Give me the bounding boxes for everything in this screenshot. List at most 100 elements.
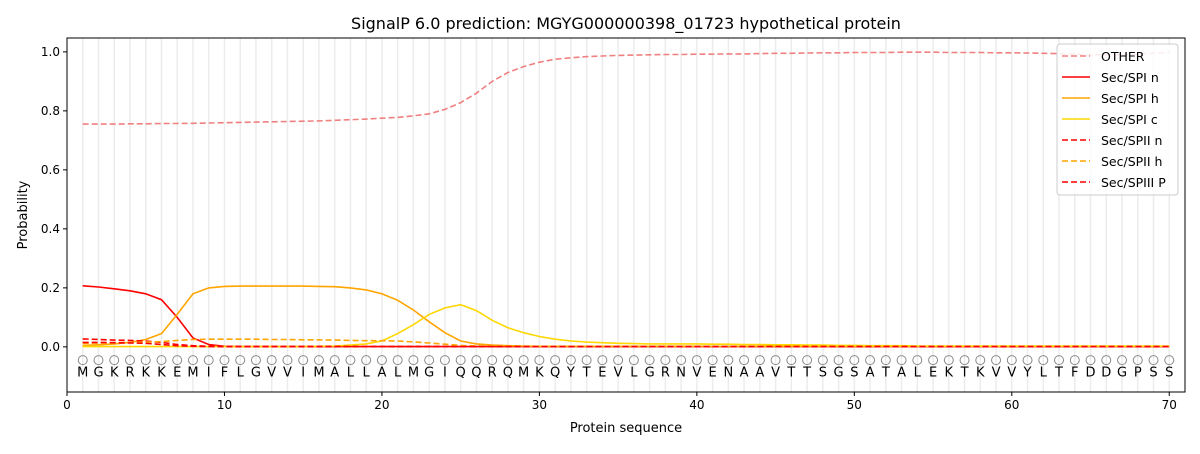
- series-line-sec-spi-n: [82, 285, 1170, 348]
- residue-label: A: [897, 365, 906, 380]
- residue-label: L: [347, 365, 355, 380]
- residue-label: F: [1071, 365, 1078, 380]
- region-marker: [518, 355, 529, 366]
- x-tick-label: 70: [1162, 398, 1177, 412]
- region-marker: [77, 355, 88, 366]
- residue-label: S: [850, 365, 858, 380]
- x-tick-label: 20: [374, 398, 389, 412]
- residue-label: M: [187, 365, 198, 380]
- region-marker: [487, 355, 498, 366]
- y-tick-label: 1.0: [41, 45, 60, 59]
- residue-label: F: [221, 365, 228, 380]
- region-marker: [912, 355, 923, 366]
- region-marker: [565, 355, 576, 366]
- residue-label: S: [1149, 365, 1157, 380]
- residue-label: T: [1054, 365, 1063, 380]
- region-marker: [203, 355, 214, 366]
- region-marker: [1054, 355, 1065, 366]
- region-marker: [676, 355, 687, 366]
- legend-label: Sec/SPII h: [1101, 154, 1162, 169]
- region-marker: [723, 355, 734, 366]
- region-marker: [550, 355, 561, 366]
- region-marker: [896, 355, 907, 366]
- region-marker: [1164, 355, 1175, 366]
- region-marker: [282, 355, 293, 366]
- residue-label: N: [723, 365, 733, 380]
- residue-label: L: [630, 365, 638, 380]
- residue-label: L: [914, 365, 922, 380]
- residue-label: A: [755, 365, 764, 380]
- residue-label: V: [692, 365, 701, 380]
- residue-label: E: [929, 365, 937, 380]
- residue-label: D: [1101, 365, 1111, 380]
- residue-label: T: [786, 365, 795, 380]
- series-line-sec-spi-c: [82, 303, 1170, 348]
- region-marker: [156, 355, 167, 366]
- region-marker: [455, 355, 466, 366]
- y-axis-label: Probability: [16, 180, 31, 249]
- residue-label: K: [141, 365, 150, 380]
- residue-label: T: [802, 365, 811, 380]
- residue-label: K: [976, 365, 985, 380]
- residue-label: Q: [471, 365, 481, 380]
- region-marker: [943, 355, 954, 366]
- region-marker: [581, 355, 592, 366]
- residue-label: I: [207, 365, 211, 380]
- region-marker: [739, 355, 750, 366]
- residue-label: K: [110, 365, 119, 380]
- series-line-other: [82, 51, 1170, 125]
- region-marker: [1117, 355, 1128, 366]
- region-marker: [172, 355, 183, 366]
- region-marker: [439, 355, 450, 366]
- region-marker: [644, 355, 655, 366]
- legend-label: Sec/SPI h: [1101, 91, 1159, 106]
- x-tick-label: 60: [1004, 398, 1019, 412]
- y-tick-label: 0.2: [41, 281, 60, 295]
- residue-label: L: [363, 365, 371, 380]
- legend-label: Sec/SPIII P: [1101, 175, 1166, 190]
- region-marker: [959, 355, 970, 366]
- region-marker: [1022, 355, 1033, 366]
- region-marker: [124, 355, 135, 366]
- region-marker: [109, 355, 120, 366]
- residue-label: T: [582, 365, 591, 380]
- region-marker: [991, 355, 1002, 366]
- residue-label: P: [1134, 365, 1142, 380]
- legend-label: Sec/SPI c: [1101, 112, 1158, 127]
- region-marker: [392, 355, 403, 366]
- residue-label: I: [443, 365, 447, 380]
- region-marker: [770, 355, 781, 366]
- region-marker: [628, 355, 639, 366]
- region-marker: [235, 355, 246, 366]
- legend-label: Sec/SPI n: [1101, 70, 1159, 85]
- region-marker: [1006, 355, 1017, 366]
- region-marker: [266, 355, 277, 366]
- chart-title: SignalP 6.0 prediction: MGYG000000398_01…: [351, 14, 901, 34]
- y-tick-label: 0.8: [41, 104, 60, 118]
- residue-label: A: [866, 365, 875, 380]
- region-marker: [754, 355, 765, 366]
- x-tick-label: 40: [689, 398, 704, 412]
- region-marker: [345, 355, 356, 366]
- residue-label: M: [408, 365, 419, 380]
- residue-label: L: [394, 365, 402, 380]
- region-marker: [424, 355, 435, 366]
- region-marker: [597, 355, 608, 366]
- region-marker: [691, 355, 702, 366]
- residue-label: T: [960, 365, 969, 380]
- residue-label: Y: [1023, 365, 1032, 380]
- residue-label: G: [424, 365, 434, 380]
- region-marker: [298, 355, 309, 366]
- residue-label: K: [157, 365, 166, 380]
- region-marker: [613, 355, 624, 366]
- residue-label: T: [881, 365, 890, 380]
- residue-label: Q: [456, 365, 466, 380]
- residue-label: S: [819, 365, 827, 380]
- region-marker: [250, 355, 261, 366]
- region-marker: [471, 355, 482, 366]
- region-marker: [313, 355, 324, 366]
- region-marker: [1069, 355, 1080, 366]
- residue-label: E: [708, 365, 716, 380]
- residue-label: L: [1040, 365, 1048, 380]
- legend-label: OTHER: [1101, 49, 1145, 64]
